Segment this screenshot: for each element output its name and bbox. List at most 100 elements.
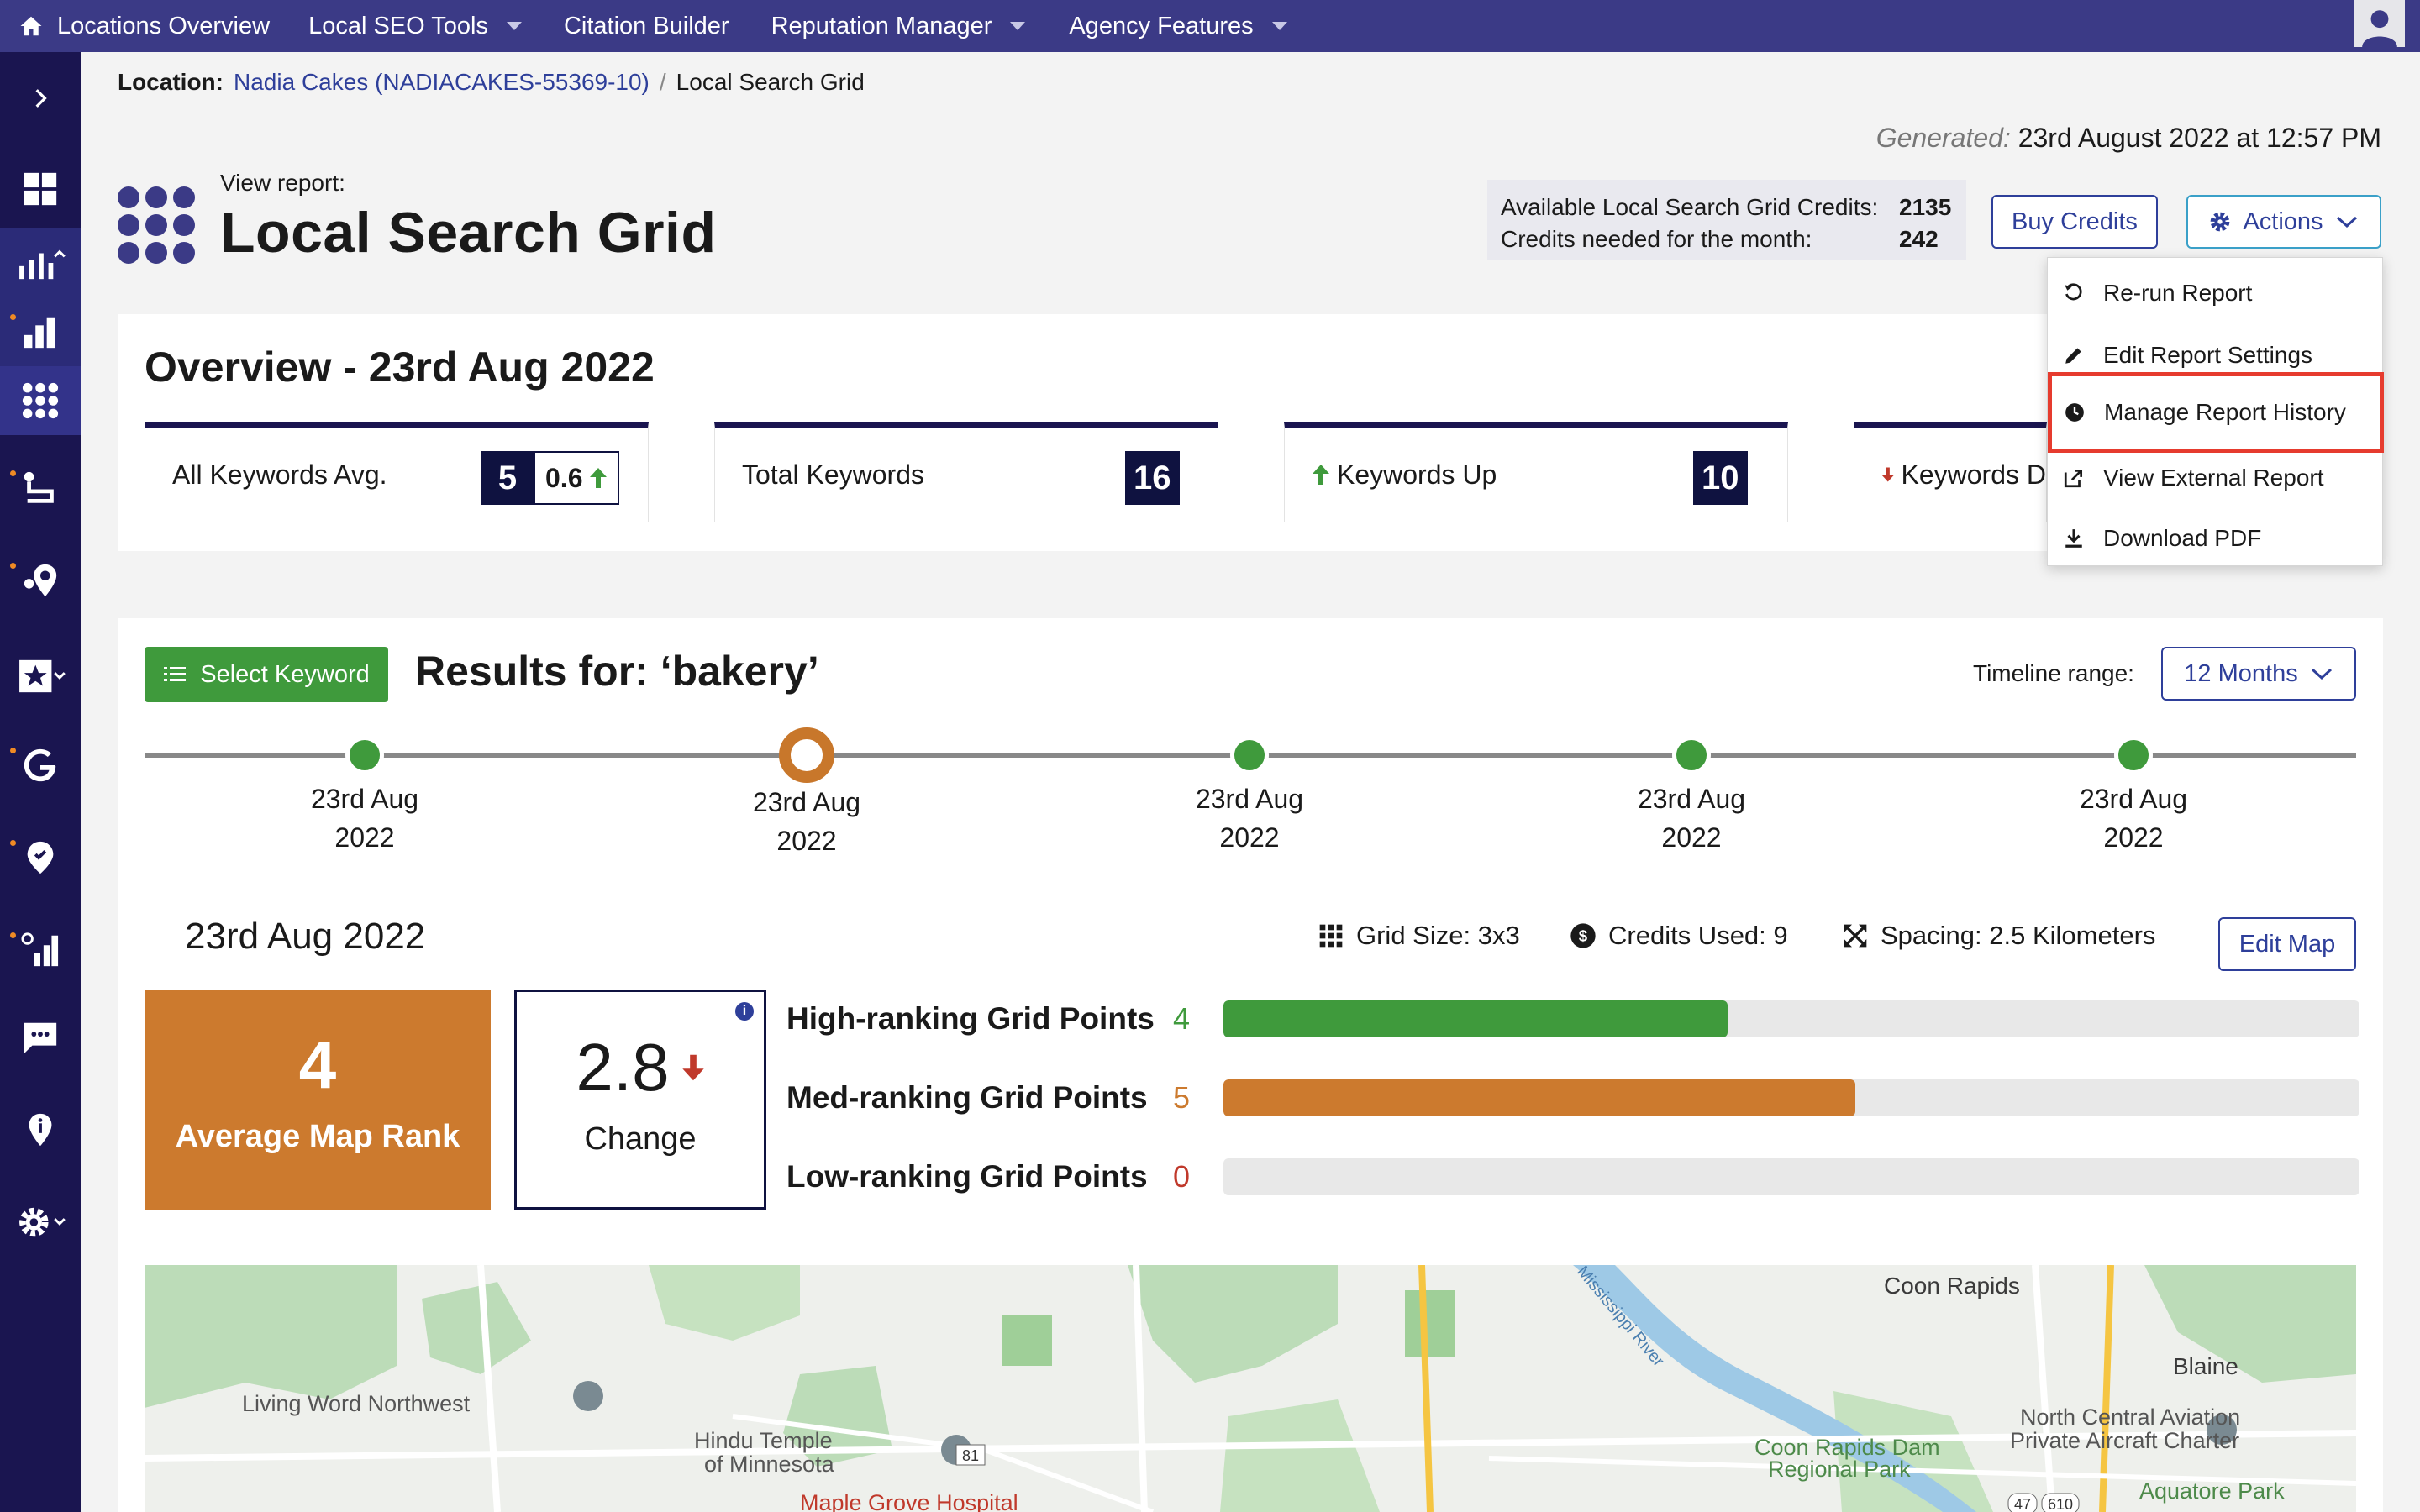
menu-item-label: View External Report — [2103, 465, 2324, 491]
breadcrumb-location-link[interactable]: Nadia Cakes (NADIACAKES-55369-10) — [234, 69, 650, 95]
chevron-down-icon — [2336, 216, 2357, 228]
nav-agency-features[interactable]: Agency Features — [1069, 0, 1287, 52]
average-map-rank: 4 Average Map Rank — [145, 990, 491, 1210]
timeline-point[interactable]: 23rd Aug 2022 — [1174, 736, 1325, 857]
sidebar-item-dashboard[interactable] — [0, 155, 81, 223]
buy-credits-button[interactable]: Buy Credits — [1991, 195, 2158, 249]
timeline-point[interactable]: 23rd Aug 2022 — [289, 736, 440, 857]
stat-label: Keywords D — [1901, 459, 2047, 490]
chevron-down-icon — [506, 22, 522, 30]
stat-value: 10 — [1693, 451, 1748, 505]
snapshot-date: 23rd Aug 2022 — [185, 916, 426, 957]
spacing: Spacing: 2.5 Kilometers — [1842, 921, 2155, 951]
info-icon[interactable]: i — [735, 1002, 754, 1021]
credits-panel: Available Local Search Grid Credits: 2135… — [1487, 180, 1966, 260]
menu-item-label: Download PDF — [2103, 525, 2262, 551]
sidebar-item-tracker[interactable] — [0, 454, 81, 522]
notification-dot — [10, 932, 16, 938]
sidebar-item-messages[interactable] — [0, 1003, 81, 1072]
map-label: Regional Park — [1768, 1457, 1911, 1482]
timeline-date: 23rd Aug 2022 — [2079, 784, 2188, 853]
stat-keywords-down: Keywords D — [1854, 422, 2047, 522]
sidebar-item-google-rankings[interactable] — [0, 916, 81, 984]
map-label: North Central Aviation — [2020, 1404, 2240, 1430]
home-icon — [20, 16, 42, 36]
grid-points-label: Med-ranking Grid Points — [786, 1080, 1148, 1115]
overview-title: Overview - 23rd Aug 2022 — [145, 344, 655, 391]
list-icon — [164, 667, 187, 681]
generated-timestamp: Generated: 23rd August 2022 at 12:57 PM — [1876, 123, 2381, 154]
sidebar-item-info-pin[interactable] — [0, 1095, 81, 1164]
timeline-range-value: 12 Months — [2184, 659, 2298, 687]
map-label: Maple Grove Hospital — [800, 1490, 1018, 1512]
timeline-range-select[interactable]: 12 Months — [2161, 647, 2356, 701]
generated-value: 23rd August 2022 at 12:57 PM — [2018, 123, 2381, 153]
nav-label: Agency Features — [1069, 12, 1254, 39]
nav-locations-overview[interactable]: Locations Overview — [18, 0, 270, 52]
edit-map-button[interactable]: Edit Map — [2218, 917, 2356, 971]
map-label: 47 — [2014, 1496, 2031, 1512]
breadcrumb-current: Local Search Grid — [676, 69, 865, 95]
stat-value: 5 — [481, 451, 534, 505]
sidebar-item-reviews[interactable] — [0, 642, 81, 711]
view-report-label: View report: — [220, 170, 345, 196]
chevron-down-icon — [1271, 22, 1287, 30]
menu-item-edit-report-settings[interactable]: Edit Report Settings — [2048, 325, 2384, 386]
map-label: of Minnesota — [704, 1452, 835, 1477]
analytics-icon — [19, 249, 66, 280]
menu-item-download-pdf[interactable]: Download PDF — [2048, 508, 2384, 569]
menu-item-view-external-report[interactable]: View External Report — [2048, 448, 2384, 508]
arrow-down-icon — [1881, 467, 1894, 482]
timeline-point-current[interactable]: 23rd Aug 2022 — [731, 727, 882, 860]
sidebar-item-local-search-grid[interactable] — [0, 366, 81, 435]
timeline-point[interactable]: 23rd Aug 2022 — [1616, 736, 1767, 857]
sidebar-item-geo[interactable] — [0, 823, 81, 892]
download-icon — [2065, 529, 2082, 548]
star-box-icon — [19, 659, 66, 693]
sidebar — [0, 52, 81, 1512]
chevron-down-icon — [1010, 22, 1026, 30]
nav-label: Citation Builder — [563, 12, 729, 39]
external-link-icon — [2064, 469, 2083, 488]
history-icon — [2065, 403, 2084, 422]
route-icon — [24, 471, 54, 503]
sidebar-item-rankings[interactable] — [0, 297, 81, 366]
chevron-right-icon — [35, 89, 47, 108]
nav-citation-builder[interactable]: Citation Builder — [564, 0, 729, 52]
notification-dot — [10, 563, 16, 569]
stat-label: Keywords Up — [1337, 459, 1497, 490]
avatar[interactable] — [2354, 0, 2405, 47]
results-card: Select Keyword Results for: ‘bakery’ Tim… — [118, 618, 2383, 1512]
change-value: 2.8 — [576, 1030, 670, 1105]
map-pin-icon — [24, 564, 57, 597]
menu-item-manage-report-history[interactable]: Manage Report History — [2048, 372, 2384, 453]
stat-all-keywords-avg: All Keywords Avg. 5 0.6 — [145, 422, 649, 522]
grid-points-label: Low-ranking Grid Points — [786, 1159, 1148, 1194]
map-label: Hindu Temple — [694, 1428, 833, 1453]
menu-item-label: Edit Report Settings — [2103, 342, 2313, 368]
sidebar-item-analytics[interactable] — [0, 228, 81, 297]
nav-label: Reputation Manager — [771, 12, 992, 39]
sidebar-item-google[interactable] — [0, 731, 81, 800]
timeline-date: 23rd Aug 2022 — [1195, 784, 1304, 853]
sidebar-item-settings[interactable] — [0, 1188, 81, 1257]
chat-icon — [24, 1022, 57, 1054]
grid-points-label: High-ranking Grid Points — [786, 1001, 1155, 1036]
grid-points-count: 0 — [1173, 1159, 1191, 1194]
nav-local-seo-tools[interactable]: Local SEO Tools — [308, 0, 522, 52]
breadcrumb-separator: / — [659, 69, 666, 95]
sidebar-expand[interactable] — [0, 64, 81, 133]
timeline-point[interactable]: 23rd Aug 2022 — [2058, 736, 2209, 857]
nav-reputation-manager[interactable]: Reputation Manager — [771, 0, 1026, 52]
results-title: Results for: ‘bakery’ — [415, 648, 819, 695]
timeline-dot — [345, 736, 384, 774]
sidebar-item-locations[interactable] — [0, 546, 81, 615]
actions-button[interactable]: Actions — [2186, 195, 2381, 249]
timeline-dot — [1230, 736, 1269, 774]
map[interactable]: Coon Rapids Blaine Living Word Northwest… — [145, 1265, 2356, 1512]
timeline-range-label: Timeline range: — [1973, 660, 2134, 686]
select-keyword-button[interactable]: Select Keyword — [145, 647, 388, 702]
menu-item-rerun-report[interactable]: Re-run Report — [2048, 263, 2384, 323]
grid-points-bar-fill — [1223, 1000, 1728, 1037]
overview-card: Overview - 23rd Aug 2022 All Keywords Av… — [118, 314, 2383, 551]
